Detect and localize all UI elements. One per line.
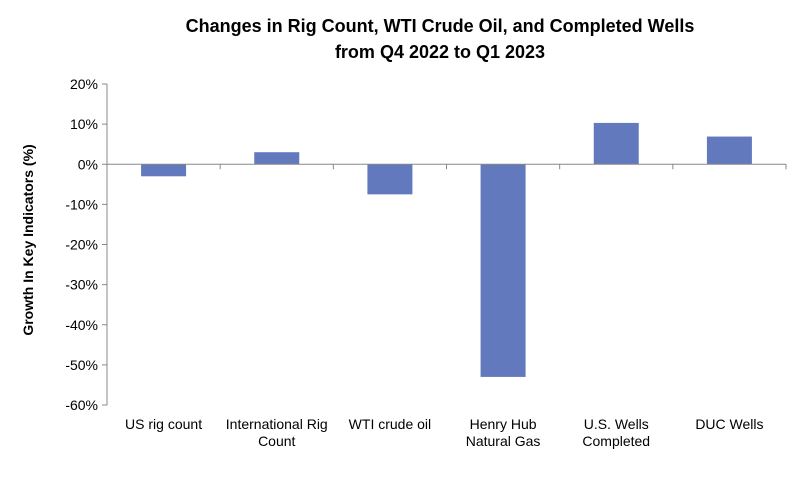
category-label: International Rig Count (226, 416, 328, 449)
y-axis-label: Growth In Key Indicators (%) (20, 144, 36, 335)
y-tick-label: 10% (70, 116, 98, 132)
category-label: WTI crude oil (349, 416, 431, 432)
bar (141, 164, 187, 177)
y-tick-label: -20% (65, 237, 98, 253)
bar (480, 164, 526, 377)
plot-area: 20% 10% 0% -10% -20% -30% -40% -50% -60% US rig c… (65, 76, 787, 449)
category-label: Henry Hub Natural Gas (466, 416, 541, 449)
y-tick-label: -50% (65, 357, 98, 373)
bar (706, 136, 752, 165)
y-tick-label: -40% (65, 317, 98, 333)
y-tick-label: 20% (70, 76, 98, 92)
bar (593, 122, 639, 165)
chart-title-line-2: from Q4 2022 to Q1 2023 (335, 42, 545, 62)
category-label: DUC Wells (695, 416, 763, 432)
category-label: US rig count (125, 416, 202, 432)
y-tick-label: -60% (65, 397, 98, 413)
category-label: U.S. Wells Completed (582, 416, 650, 449)
bar (254, 152, 300, 165)
y-tick-label: -10% (65, 196, 98, 212)
bar (367, 164, 413, 195)
chart-title-line-1: Changes in Rig Count, WTI Crude Oil, and… (186, 16, 695, 36)
y-tick-label: 0% (78, 156, 98, 172)
y-tick-label: -30% (65, 277, 98, 293)
